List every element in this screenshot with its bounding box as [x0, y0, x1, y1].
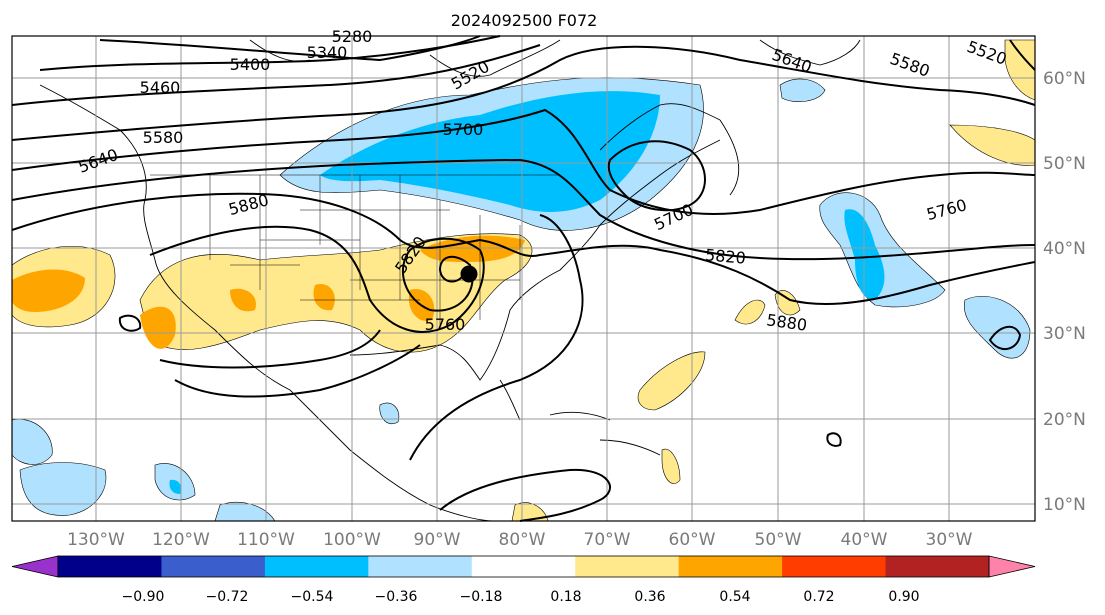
colorbar-tick-label: −0.54 — [291, 589, 334, 605]
shading-layer — [11, 39, 1036, 522]
colorbar-ticks: −0.90 −0.72 −0.54 −0.36 −0.18 0.18 0.36 … — [122, 589, 920, 605]
contour-label: 5820 — [704, 245, 746, 267]
colorbar-segment — [885, 556, 990, 577]
height-contours — [11, 35, 1036, 522]
colorbar-extend-high — [988, 555, 1036, 578]
colorbar-tick-label: −0.18 — [460, 589, 503, 605]
contour-label: 5340 — [307, 43, 348, 62]
map-panel: 5280 5340 5400 5460 5520 5580 5640 5700 … — [11, 27, 1036, 522]
lon-label: 130°W — [67, 530, 125, 550]
colorbar-tick-label: −0.90 — [122, 589, 165, 605]
colorbar — [11, 555, 1036, 578]
map-frame — [11, 35, 1036, 522]
colorbar-segment — [264, 556, 369, 577]
lat-label: 60°N — [1043, 69, 1086, 89]
lon-label: 80°W — [499, 530, 546, 550]
colorbar-segment — [161, 556, 266, 577]
lon-label: 60°W — [669, 530, 716, 550]
colorbar-segment — [471, 556, 576, 577]
contour-label: 5700 — [443, 120, 484, 139]
colorbar-tick-label: 0.54 — [719, 589, 750, 605]
lon-label: 90°W — [414, 530, 461, 550]
map-title: 2024092500 F072 — [451, 11, 598, 30]
contour-label: 5580 — [143, 128, 184, 147]
lat-label: 40°N — [1043, 239, 1086, 259]
lat-label: 50°N — [1043, 154, 1086, 174]
colorbar-tick-label: 0.36 — [634, 589, 665, 605]
colorbar-frame — [57, 555, 990, 578]
contour-label: 5400 — [230, 55, 271, 74]
colorbar-tick-label: 0.72 — [803, 589, 834, 605]
lon-label: 40°W — [841, 530, 888, 550]
colorbar-tick-label: 0.90 — [888, 589, 919, 605]
colorbar-segment — [575, 556, 680, 577]
lon-label: 110°W — [237, 530, 295, 550]
lon-label: 120°W — [152, 530, 210, 550]
lon-label: 50°W — [755, 530, 802, 550]
colorbar-segment — [368, 556, 473, 577]
lat-label: 30°N — [1043, 324, 1086, 344]
coastlines-layer — [39, 39, 861, 522]
contour-label: 5760 — [425, 315, 466, 334]
colorbar-extend-low — [11, 555, 59, 578]
lon-label: 100°W — [323, 530, 381, 550]
colorbar-segment — [678, 556, 783, 577]
colorbar-tick-label: 0.18 — [550, 589, 581, 605]
lon-label: 70°W — [584, 530, 631, 550]
lat-label: 10°N — [1043, 495, 1086, 515]
lon-label: 30°W — [926, 530, 973, 550]
colorbar-segment — [782, 556, 887, 577]
latitude-labels: 60°N 50°N 40°N 30°N 20°N 10°N — [1043, 69, 1086, 515]
longitude-labels: 130°W 120°W 110°W 100°W 90°W 80°W 70°W 6… — [67, 530, 973, 550]
colorbar-tick-label: −0.36 — [375, 589, 418, 605]
contour-label: 5460 — [140, 78, 181, 97]
storm-center-marker — [460, 265, 478, 283]
lat-label: 20°N — [1043, 410, 1086, 430]
colorbar-segment — [58, 556, 162, 577]
colorbar-tick-label: −0.72 — [206, 589, 249, 605]
